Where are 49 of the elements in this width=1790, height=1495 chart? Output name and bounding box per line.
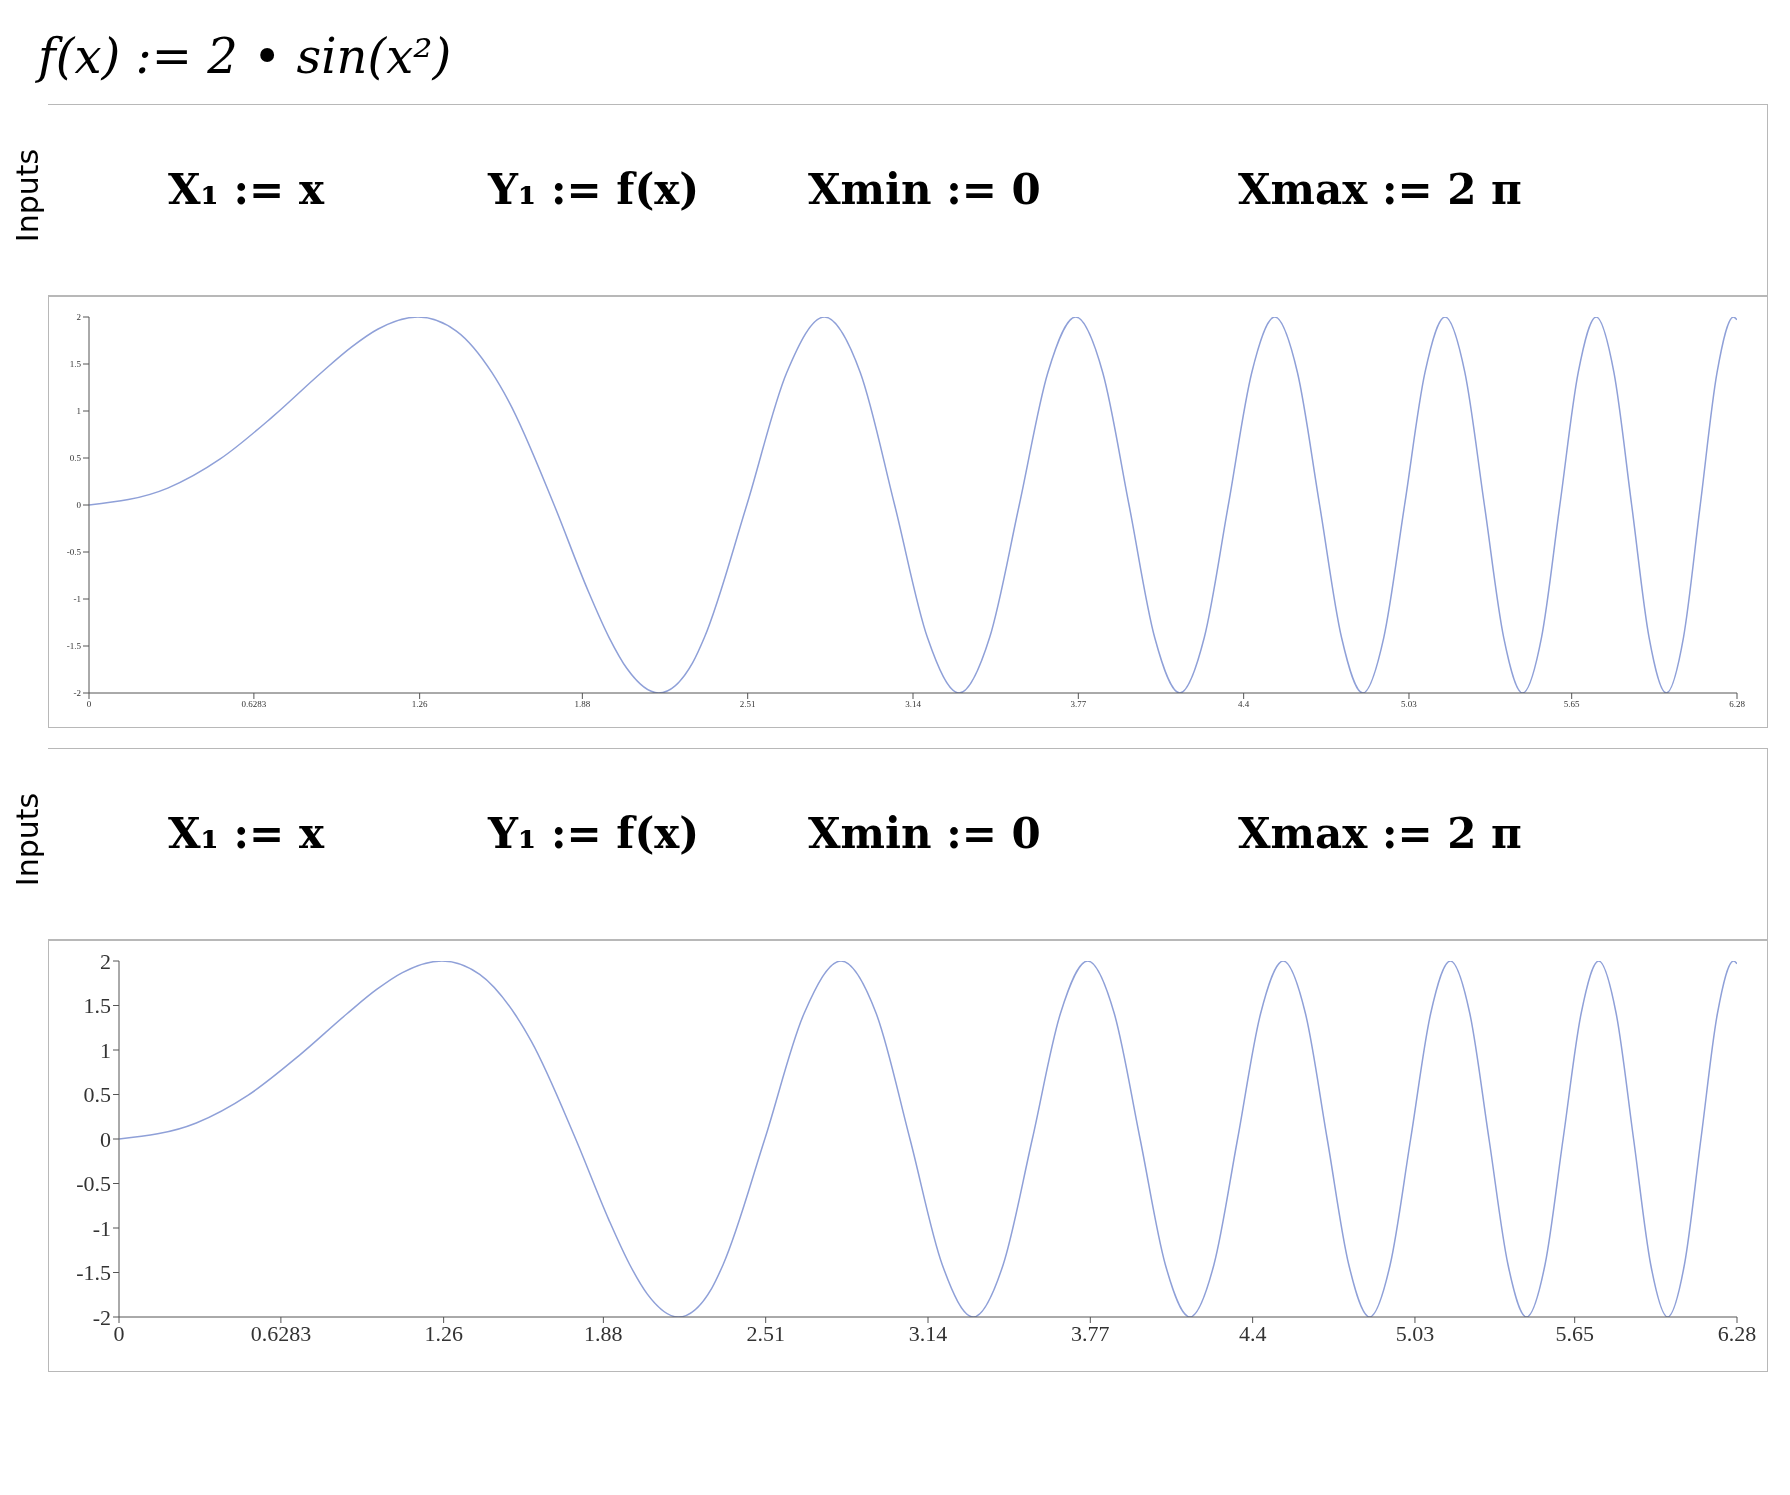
x-tick-label: 5.65 xyxy=(1555,1320,1594,1346)
x-tick-label: 0.6283 xyxy=(250,1320,312,1346)
y-tick-label: -2 xyxy=(73,688,81,699)
text: X₁ := x xyxy=(168,809,324,858)
x-tick-label: 6.28 xyxy=(1729,699,1746,710)
x-tick-label: 1.26 xyxy=(424,1320,463,1346)
text: Xmax := 2 π xyxy=(1238,809,1522,858)
text: Xmax := 2 π xyxy=(1238,165,1522,214)
text: Y₁ := f(x) xyxy=(488,165,700,214)
chart-title: f(x) := 2 • sin(x²) xyxy=(34,27,453,84)
x-tick-label: 5.65 xyxy=(1563,699,1581,710)
x-tick-label: 3.77 xyxy=(1071,1320,1110,1346)
x-tick-label: 4.4 xyxy=(1238,699,1250,710)
x-tick-label: 5.03 xyxy=(1401,699,1418,710)
y-tick-label: 0.5 xyxy=(69,453,82,464)
y-tick-label: 0 xyxy=(76,500,82,511)
y-tick-label: -1 xyxy=(73,594,81,605)
x-tick-label: 1.88 xyxy=(574,699,591,710)
x-tick-label: 2.51 xyxy=(739,699,756,710)
x-tick-label: 0.6283 xyxy=(241,699,267,710)
x-tick-label: 5.03 xyxy=(1395,1320,1435,1346)
text: Y₁ := f(x) xyxy=(488,809,700,858)
x-tick-label: 3.14 xyxy=(905,699,922,710)
text: Inputs xyxy=(10,148,46,242)
text: Xmin := 0 xyxy=(808,809,1041,858)
x-tick-label: 3.14 xyxy=(908,1320,948,1346)
y-tick-label: 2 xyxy=(76,312,81,323)
y-tick-label: -1 xyxy=(92,1215,111,1241)
y-tick-label: 1 xyxy=(76,406,81,417)
x-tick-label: 4.4 xyxy=(1238,1320,1267,1346)
text: Inputs xyxy=(10,792,46,886)
y-tick-label: -2 xyxy=(92,1304,111,1330)
y-tick-label: 0.5 xyxy=(83,1082,111,1108)
x-tick-label: 3.77 xyxy=(1070,699,1087,710)
y-tick-label: -0.5 xyxy=(66,547,82,558)
y-tick-label: 1.5 xyxy=(69,359,82,370)
y-tick-label: 1 xyxy=(100,1037,111,1063)
y-tick-label: -1.5 xyxy=(76,1260,111,1286)
text: X₁ := x xyxy=(168,165,324,214)
text: Xmin := 0 xyxy=(808,165,1041,214)
x-tick-label: 2.51 xyxy=(746,1320,785,1346)
y-tick-label: 0 xyxy=(100,1126,111,1152)
x-tick-label: 6.28 xyxy=(1717,1320,1757,1346)
y-tick-label: 2 xyxy=(100,948,111,974)
x-tick-label: 1.88 xyxy=(584,1320,623,1346)
x-tick-label: 1.26 xyxy=(411,699,429,710)
y-tick-label: -0.5 xyxy=(76,1171,111,1197)
y-tick-label: -1.5 xyxy=(66,641,82,652)
y-tick-label: 1.5 xyxy=(83,993,111,1019)
